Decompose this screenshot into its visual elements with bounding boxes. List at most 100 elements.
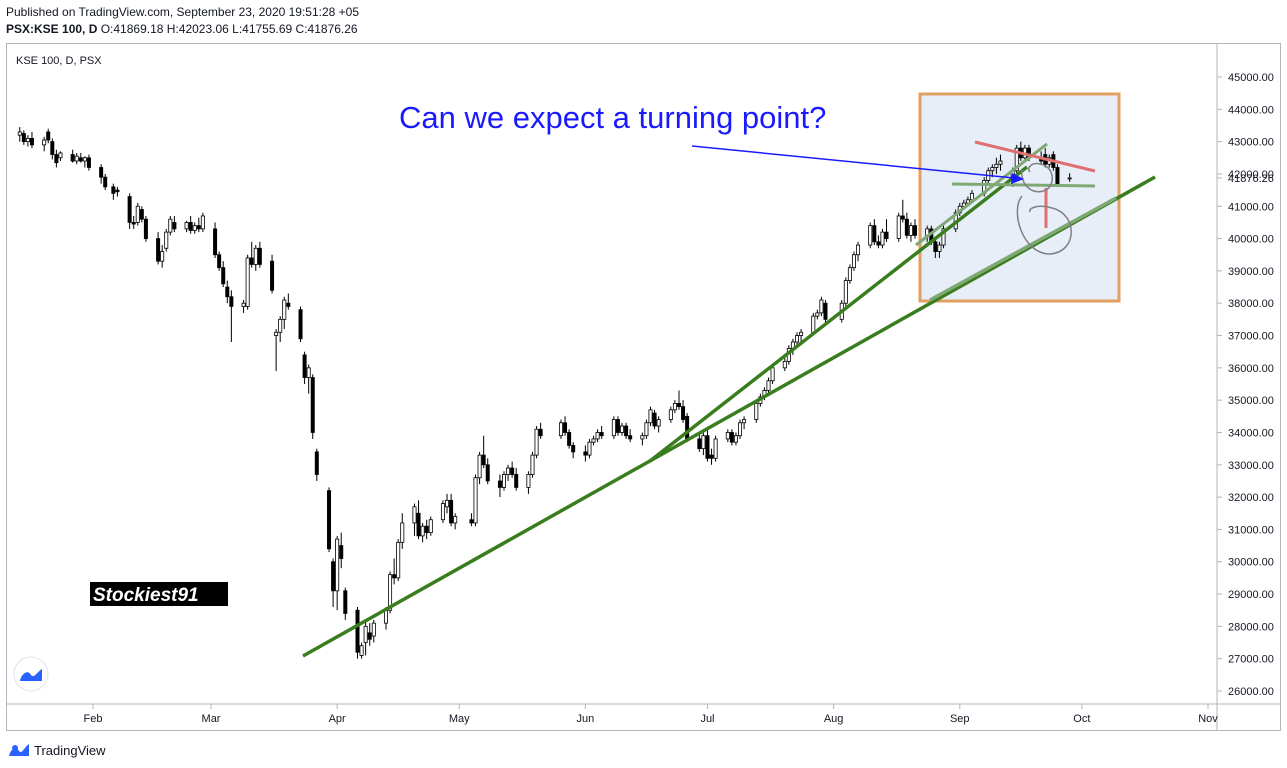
watermark-background bbox=[90, 582, 228, 606]
candle-body bbox=[705, 435, 710, 459]
candle-body bbox=[615, 419, 620, 433]
candle-body bbox=[681, 406, 686, 420]
x-tick-label: Feb bbox=[84, 713, 103, 725]
candle-body bbox=[46, 131, 51, 141]
candle-body bbox=[868, 225, 873, 246]
candle-body bbox=[229, 296, 234, 307]
x-tick-label: Sep bbox=[950, 713, 970, 725]
candle-body bbox=[282, 299, 287, 320]
candle-body bbox=[685, 415, 690, 440]
candle-body bbox=[168, 218, 173, 233]
y-tick-label: 31000.00 bbox=[1228, 524, 1274, 536]
candle-body bbox=[310, 377, 315, 433]
tv-badge-icon bbox=[20, 669, 42, 681]
candle-body bbox=[941, 228, 946, 246]
candle-body bbox=[111, 186, 116, 194]
candle-body bbox=[851, 254, 856, 269]
candle-body bbox=[78, 157, 83, 162]
candle-body bbox=[314, 451, 319, 475]
candle-body bbox=[640, 435, 645, 440]
candle-body bbox=[847, 267, 852, 281]
candle-body bbox=[160, 251, 165, 262]
watermark-text: Stockiest91 bbox=[93, 585, 199, 606]
x-tick-label: Nov bbox=[1198, 713, 1218, 725]
candle-body bbox=[424, 525, 429, 534]
candle-body bbox=[367, 632, 372, 640]
candle-body bbox=[42, 139, 47, 146]
candle-body bbox=[725, 432, 730, 440]
candle-body bbox=[526, 474, 531, 488]
candle-body bbox=[738, 422, 743, 437]
candle-body bbox=[1055, 167, 1060, 185]
candle-body bbox=[143, 218, 148, 239]
y-tick-label: 27000.00 bbox=[1228, 654, 1274, 666]
candle-body bbox=[164, 231, 169, 249]
candle-body bbox=[54, 154, 59, 164]
candle-body bbox=[327, 490, 332, 550]
y-tick-label: 30000.00 bbox=[1228, 557, 1274, 569]
x-tick-label: Jul bbox=[700, 713, 714, 725]
candle-body bbox=[558, 422, 563, 437]
candle-body bbox=[392, 574, 397, 579]
candle-body bbox=[733, 435, 738, 443]
candle-body bbox=[872, 225, 877, 243]
candle-body bbox=[567, 432, 572, 446]
candle-body bbox=[965, 199, 970, 204]
candle-body bbox=[648, 409, 653, 424]
candle-body bbox=[383, 609, 388, 624]
candle-body bbox=[782, 360, 787, 369]
candle-body bbox=[302, 354, 307, 378]
candle-body bbox=[245, 257, 250, 307]
candle-body bbox=[200, 215, 205, 230]
candle-body bbox=[937, 244, 942, 252]
candle-body bbox=[420, 525, 425, 537]
candle-body bbox=[913, 225, 918, 236]
candle-body bbox=[506, 467, 511, 475]
candle-body bbox=[21, 133, 26, 143]
annotation-arrow-line bbox=[691, 145, 1015, 179]
candle-body bbox=[412, 506, 417, 524]
y-tick-label: 42000.00 bbox=[1228, 169, 1274, 181]
candle-body bbox=[530, 454, 535, 475]
candle-body bbox=[213, 228, 218, 256]
candle-body bbox=[25, 137, 30, 143]
x-tick-label: Apr bbox=[329, 713, 346, 725]
candle-body bbox=[497, 480, 502, 488]
candle-body bbox=[884, 231, 889, 239]
candle-body bbox=[473, 477, 478, 524]
candle-body bbox=[1067, 177, 1072, 180]
y-tick-label: 28000.00 bbox=[1228, 621, 1274, 633]
candle-body bbox=[900, 215, 905, 220]
candle-body bbox=[156, 238, 161, 262]
y-tick-label: 38000.00 bbox=[1228, 298, 1274, 310]
candle-body bbox=[131, 222, 136, 225]
candle-body bbox=[510, 467, 515, 475]
y-tick-label: 35000.00 bbox=[1228, 395, 1274, 407]
candle-body bbox=[485, 464, 490, 482]
candle-body bbox=[343, 590, 348, 614]
candle-body bbox=[29, 137, 34, 146]
candle-body bbox=[1014, 147, 1019, 172]
candle-body bbox=[856, 244, 861, 256]
candle-body bbox=[359, 645, 364, 656]
candle-body bbox=[908, 225, 913, 236]
candle-body bbox=[469, 519, 474, 524]
candle-body bbox=[74, 155, 79, 162]
x-tick-label: May bbox=[449, 713, 470, 725]
candle-body bbox=[139, 209, 144, 220]
candle-body bbox=[538, 428, 543, 437]
tradingview-footer[interactable]: TradingView bbox=[8, 740, 106, 760]
resistance-line bbox=[974, 140, 1096, 173]
hand-drawn-price-circle bbox=[1021, 162, 1053, 193]
candle-body bbox=[99, 167, 104, 178]
candle-body bbox=[514, 474, 519, 488]
candle-body bbox=[253, 247, 258, 265]
x-tick-label: Jun bbox=[577, 713, 595, 725]
y-tick-label: 43000.00 bbox=[1228, 137, 1274, 149]
candle-body bbox=[127, 196, 132, 223]
candle-body bbox=[428, 519, 433, 534]
candle-body bbox=[449, 499, 454, 524]
candle-body bbox=[571, 444, 576, 453]
chart-frame bbox=[6, 43, 1281, 731]
